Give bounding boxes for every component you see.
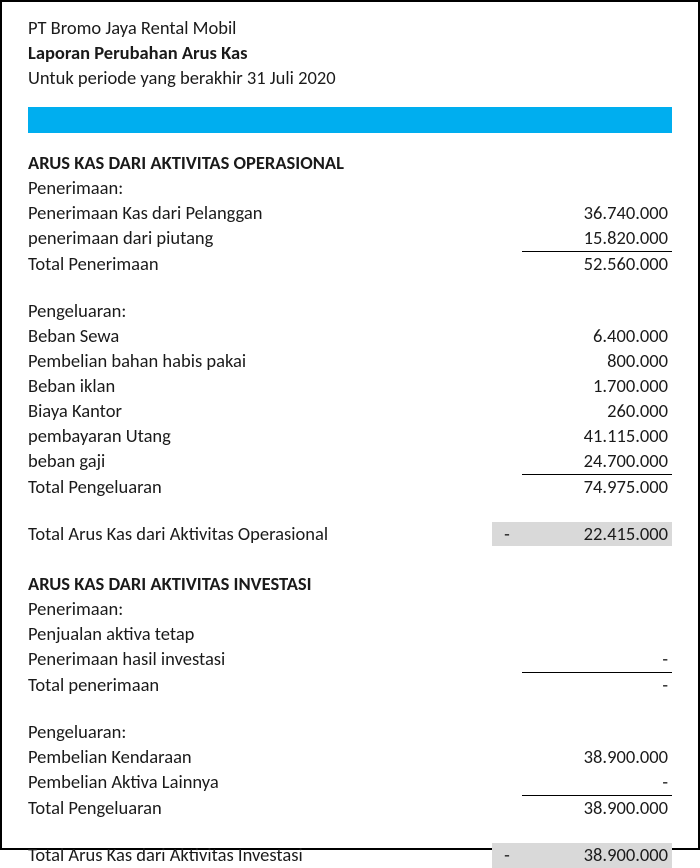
inv-in-row-1: Penjualan aktiva tetap (28, 622, 672, 647)
op-in-row-1: Penerimaan Kas dari Pelanggan 36.740.000 (28, 201, 672, 226)
inv-net-sign: - (492, 843, 522, 868)
inv-out-total: Total Pengeluaran 38.900.000 (28, 795, 672, 821)
op-net-value: 22.415.000 (522, 522, 672, 547)
inv-in-label: Penerimaan: (28, 597, 672, 622)
inv-net-value: 38.900.000 (522, 843, 672, 868)
op-out-row-1: Beban Sewa6.400.000 (28, 324, 672, 349)
op-out-label: Pengeluaran: (28, 299, 672, 324)
row-label: Total Penerimaan (28, 252, 522, 277)
op-out-row-6: beban gaji24.700.000 (28, 449, 672, 474)
op-in-total: Total Penerimaan 52.560.000 (28, 251, 672, 277)
company-name: PT Bromo Jaya Rental Mobil (28, 16, 672, 41)
inv-in-row-2: Penerimaan hasil investasi- (28, 647, 672, 672)
report-title: Laporan Perubahan Arus Kas (28, 41, 672, 66)
op-in-row-2: penerimaan dari piutang 15.820.000 (28, 226, 672, 251)
inv-out-label: Pengeluaran: (28, 720, 672, 745)
report-period: Untuk periode yang berakhir 31 Juli 2020 (28, 66, 672, 91)
op-out-total: Total Pengeluaran 74.975.000 (28, 474, 672, 500)
op-out-row-4: Biaya Kantor260.000 (28, 399, 672, 424)
report-page: PT Bromo Jaya Rental Mobil Laporan Perub… (0, 0, 700, 850)
op-net-row: Total Arus Kas dari Aktivitas Operasiona… (28, 522, 672, 547)
inv-in-total: Total penerimaan - (28, 672, 672, 698)
row-value: 36.740.000 (522, 201, 672, 226)
op-heading: ARUS KAS DARI AKTIVITAS OPERASIONAL (28, 151, 672, 176)
row-label: penerimaan dari piutang (28, 226, 522, 251)
inv-heading: ARUS KAS DARI AKTIVITAS INVESTASI (28, 572, 672, 597)
op-out-row-5: pembayaran Utang41.115.000 (28, 424, 672, 449)
op-in-label: Penerimaan: (28, 176, 672, 201)
row-label: Penerimaan Kas dari Pelanggan (28, 201, 522, 226)
op-out-row-2: Pembelian bahan habis pakai800.000 (28, 349, 672, 374)
row-value: 15.820.000 (522, 226, 672, 251)
inv-out-row-2: Pembelian Aktiva Lainnya- (28, 770, 672, 795)
inv-out-row-1: Pembelian Kendaraan38.900.000 (28, 745, 672, 770)
op-net-sign: - (492, 522, 522, 547)
op-out-row-3: Beban iklan1.700.000 (28, 374, 672, 399)
inv-net-row: Total Arus Kas dari Aktivitas Investasi … (28, 843, 672, 868)
separator-bar (28, 107, 672, 133)
row-value: 52.560.000 (522, 251, 672, 277)
